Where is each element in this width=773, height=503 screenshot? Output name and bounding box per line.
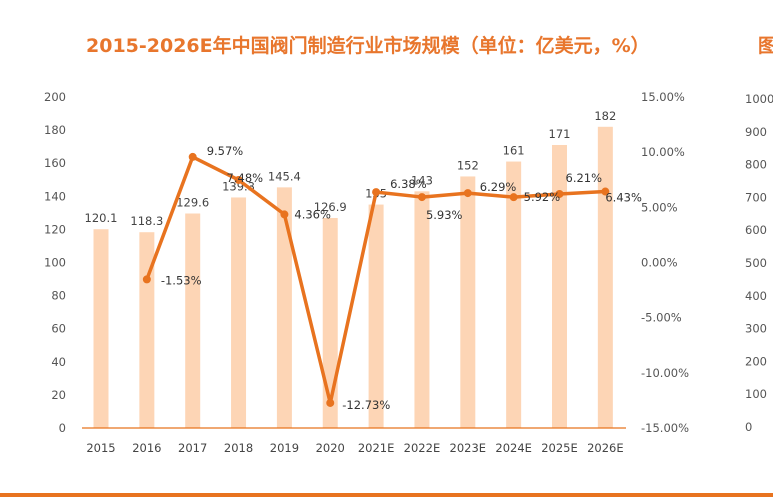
- right-tick-label: -15.00%: [641, 421, 689, 435]
- growth-point: [463, 189, 472, 198]
- left-tick-label: 160: [44, 156, 66, 170]
- growth-value-labels: -1.53% 9.57% 7.48% 4.36% -12.73% 6.38% 5.93% 6.…: [161, 144, 642, 412]
- x-tick-label: 2021E: [358, 441, 395, 455]
- growth-value-label: 7.48%: [227, 171, 264, 185]
- growth-point: [326, 398, 335, 407]
- growth-value-label: 6.38%: [390, 177, 427, 191]
- neighbor-title-fragment: 图: [758, 35, 773, 57]
- growth-point: [142, 275, 151, 284]
- bar: [139, 232, 155, 428]
- bar: [506, 161, 522, 429]
- growth-point: [555, 189, 564, 198]
- right-tick-label: 15.00%: [641, 90, 685, 104]
- bar: [93, 229, 109, 428]
- growth-point: [509, 193, 518, 202]
- left-tick-label: 40: [51, 355, 66, 369]
- neighbor-tick-label: 700: [745, 190, 767, 204]
- neighbor-tick-label: 800: [745, 158, 767, 172]
- x-tick-label: 2025E: [541, 441, 578, 455]
- bar-value-labels: 120.1118.3129.6139.3145.4126.91351431521…: [85, 109, 617, 228]
- left-tick-label: 0: [59, 421, 66, 435]
- left-tick-label: 180: [44, 123, 66, 137]
- neighbor-tick-label: 100: [745, 387, 767, 401]
- left-tick-label: 80: [51, 289, 66, 303]
- growth-value-label: 5.93%: [426, 208, 463, 222]
- bar-value-label: 129.6: [176, 196, 209, 210]
- growth-value-label: -12.73%: [342, 398, 390, 412]
- x-tick-label: 2018: [224, 441, 253, 455]
- growth-value-label: 6.21%: [566, 171, 603, 185]
- growth-point: [372, 188, 381, 197]
- left-tick-label: 20: [51, 388, 66, 402]
- neighbor-tick-label: 500: [745, 256, 767, 270]
- growth-line-series: [142, 152, 610, 407]
- left-tick-label: 100: [44, 256, 66, 270]
- bar-value-label: 152: [457, 158, 479, 172]
- growth-point: [188, 152, 197, 161]
- left-axis: 0 20 40 60 80 100 120 140 160 180 200: [44, 90, 66, 435]
- bar: [597, 126, 613, 428]
- left-tick-label: 140: [44, 189, 66, 203]
- left-tick-label: 200: [44, 90, 66, 104]
- bar: [276, 187, 292, 428]
- neighbor-tick-label: 200: [745, 354, 767, 368]
- growth-value-label: 4.36%: [294, 207, 331, 221]
- x-tick-label: 2023E: [450, 441, 487, 455]
- x-tick-label: 2016: [132, 441, 161, 455]
- x-axis: 2015 2016 2017 2018 2019 2020 2021E 2022E 2023E 2…: [86, 441, 623, 455]
- bar-value-label: 145.4: [268, 169, 301, 183]
- bar-value-label: 143: [411, 173, 433, 187]
- neighbor-tick-label: 900: [745, 125, 767, 139]
- bar: [414, 191, 430, 428]
- chart-title: 2015-2026E年中国阀门制造行业市场规模（单位：亿美元，%）: [86, 34, 650, 57]
- x-tick-label: 2017: [178, 441, 207, 455]
- bar: [368, 204, 384, 428]
- bar: [231, 197, 247, 428]
- growth-point: [280, 210, 289, 219]
- bar-value-label: 182: [594, 109, 616, 123]
- left-tick-label: 120: [44, 222, 66, 236]
- growth-point: [234, 175, 243, 184]
- x-tick-label: 2015: [86, 441, 115, 455]
- x-tick-label: 2026E: [587, 441, 624, 455]
- bar: [552, 144, 567, 428]
- bottom-rule: [0, 493, 773, 497]
- neighbor-tick-label: 0: [745, 420, 752, 434]
- x-tick-label: 2024E: [495, 441, 532, 455]
- growth-point: [417, 193, 426, 202]
- bar: [322, 217, 338, 428]
- right-tick-label: -10.00%: [641, 366, 689, 380]
- right-tick-label: -5.00%: [641, 311, 682, 325]
- bar: [460, 176, 476, 428]
- growth-value-label: 6.43%: [605, 191, 642, 205]
- growth-value-label: 6.29%: [480, 180, 517, 194]
- growth-value-label: 9.57%: [207, 144, 244, 158]
- left-tick-label: 60: [51, 322, 66, 336]
- bar-value-label: 126.9: [314, 200, 347, 214]
- neighbor-tick-label: 400: [745, 289, 767, 303]
- right-tick-label: 5.00%: [641, 200, 678, 214]
- right-tick-label: 10.00%: [641, 145, 685, 159]
- right-tick-label: 0.00%: [641, 256, 678, 270]
- neighbor-tick-label: 600: [745, 223, 767, 237]
- x-tick-label: 2019: [270, 441, 299, 455]
- neighbor-tick-label: 300: [745, 322, 767, 336]
- bar-value-label: 171: [549, 127, 571, 141]
- bar-value-label: 118.3: [130, 214, 163, 228]
- growth-value-label: 5.92%: [524, 190, 561, 204]
- neighbor-tick-label: 1000: [745, 92, 773, 106]
- bar-series: [82, 126, 626, 429]
- growth-point: [601, 187, 610, 196]
- bar: [185, 213, 201, 428]
- bar-value-label: 139.3: [222, 179, 255, 193]
- bar-value-label: 120.1: [85, 211, 118, 225]
- right-axis: -15.00% -10.00% -5.00% 0.00% 5.00% 10.00% 15.0…: [641, 90, 689, 435]
- growth-value-label: -1.53%: [161, 273, 202, 287]
- x-tick-label: 2022E: [404, 441, 441, 455]
- x-tick-label: 2020: [316, 441, 345, 455]
- bar-value-label: 161: [503, 144, 525, 158]
